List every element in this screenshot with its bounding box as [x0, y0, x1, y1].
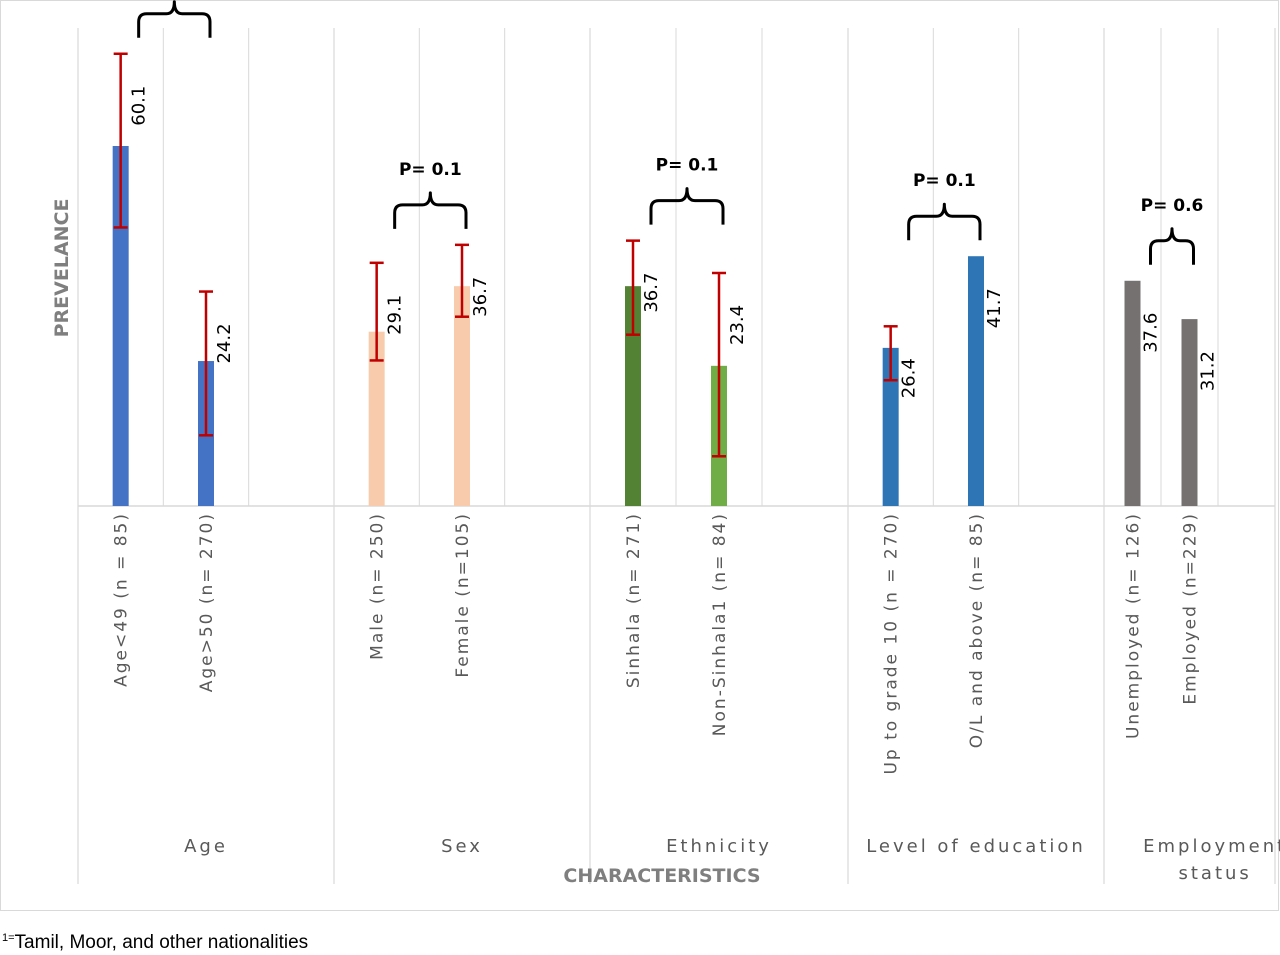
bar [112, 146, 129, 506]
p-value-label: P= 0.1 [913, 171, 976, 191]
bar [1124, 280, 1141, 506]
data-label: 29.1 [385, 295, 406, 335]
y-axis-title: PREVELANCE [51, 199, 73, 338]
p-value-label: P= 0.6 [1141, 196, 1204, 216]
group-label: Employment [1143, 836, 1280, 857]
bar [625, 286, 641, 506]
group-label: Age [184, 836, 228, 857]
category-tick-label: Male (n= 250) [368, 512, 388, 660]
significance-bracket [1149, 227, 1195, 265]
prevalence-bar-chart: 60.1 24.2 29.1 36.7 36.7 23.4 26.4 41.7 37.6 31.2… [0, 0, 1280, 911]
footnote-text: Tamil, Moor, and other nationalities [14, 932, 309, 953]
category-tick-label: Up to grade 10 (n = 270) [882, 512, 902, 775]
bar [882, 347, 899, 506]
category-tick-label: Female (n=105) [453, 512, 473, 678]
significance-bracket [907, 202, 982, 241]
category-tick-label: Non-Sinhala1 (n= 84) [710, 512, 730, 736]
category-tick-label: Unemployed (n= 126) [1124, 512, 1144, 739]
data-label: 36.7 [470, 277, 491, 317]
data-label: 23.4 [727, 305, 748, 345]
category-tick-label: Age>50 (n= 270) [197, 512, 217, 692]
data-label: 24.2 [214, 323, 235, 363]
data-label: 36.7 [641, 273, 662, 313]
x-axis-title: CHARACTERISTICS [563, 865, 760, 887]
bar [368, 331, 385, 506]
category-tick-label: O/L and above (n= 85) [967, 512, 987, 748]
data-label: 37.6 [1141, 313, 1162, 353]
bar [454, 286, 470, 506]
group-label: Ethnicity [666, 836, 772, 857]
chart-frame [0, 0, 1279, 911]
footnote-marker: 1= [2, 932, 15, 944]
data-label: 26.4 [899, 358, 920, 398]
group-label: status [1178, 863, 1251, 884]
data-label: 60.1 [129, 86, 150, 126]
category-tick-label: Employed (n=229) [1181, 512, 1201, 705]
group-label: Level of education [866, 836, 1086, 857]
p-value-label: P= 0.1 [399, 160, 462, 180]
bar [1181, 319, 1198, 506]
significance-bracket [393, 191, 468, 229]
category-tick-label: Sinhala (n= 271) [624, 512, 644, 688]
bar [968, 256, 984, 506]
data-label: 31.2 [1198, 351, 1219, 391]
group-label: Sex [441, 836, 483, 857]
p-value-label: P= 0.1 [656, 156, 719, 176]
data-label: 41.7 [984, 288, 1005, 328]
significance-bracket [137, 0, 212, 38]
footnote: 1=Tamil, Moor, and other nationalities [2, 932, 308, 954]
category-tick-label: Age<49 (n = 85) [112, 512, 132, 687]
significance-bracket [649, 187, 725, 225]
